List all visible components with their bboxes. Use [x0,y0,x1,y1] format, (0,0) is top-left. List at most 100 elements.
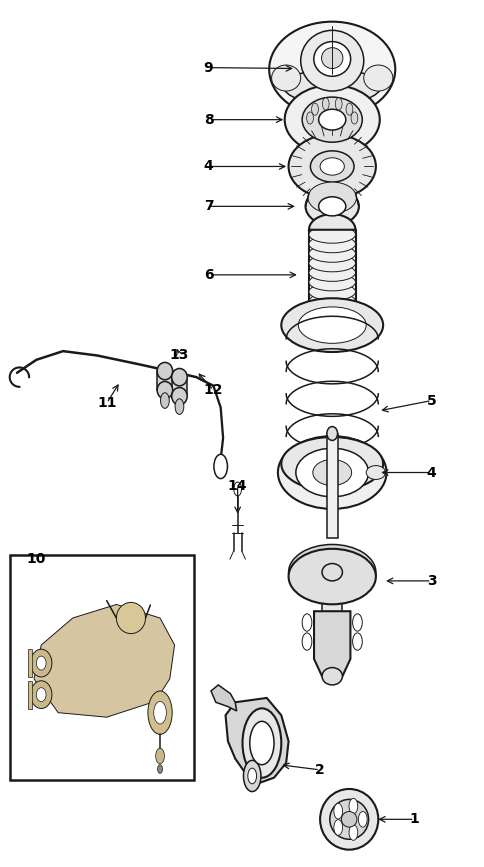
Ellipse shape [308,244,355,262]
Polygon shape [34,604,174,717]
Ellipse shape [30,681,52,708]
Ellipse shape [281,437,382,491]
Ellipse shape [277,436,386,509]
Ellipse shape [30,649,52,677]
Text: 4: 4 [203,160,213,173]
Ellipse shape [321,668,342,685]
Circle shape [334,98,341,110]
Text: 2: 2 [315,763,324,777]
Bar [157,371,172,390]
Text: 9: 9 [203,61,213,75]
Text: 14: 14 [227,479,247,492]
Ellipse shape [308,235,355,252]
Text: 3: 3 [426,574,436,588]
Bar [321,572,342,676]
Ellipse shape [288,134,375,199]
Ellipse shape [307,182,356,213]
Circle shape [333,804,342,819]
Text: 1: 1 [409,812,419,826]
Ellipse shape [313,42,350,76]
Ellipse shape [308,303,355,320]
Ellipse shape [312,460,351,486]
Text: 13: 13 [169,349,189,362]
Ellipse shape [308,274,355,290]
Ellipse shape [363,65,392,91]
Ellipse shape [295,448,368,497]
Circle shape [358,812,366,827]
Ellipse shape [271,65,300,91]
Ellipse shape [116,603,145,634]
Bar [326,434,337,538]
Circle shape [302,614,311,631]
Ellipse shape [171,368,187,386]
Ellipse shape [321,564,342,581]
Ellipse shape [318,197,345,216]
Text: 5: 5 [426,394,436,407]
Circle shape [175,399,183,414]
Ellipse shape [319,158,344,175]
Circle shape [348,825,357,840]
Ellipse shape [288,544,375,600]
Circle shape [247,768,256,784]
Ellipse shape [365,466,385,479]
Text: 8: 8 [203,113,213,127]
Circle shape [350,112,357,124]
Circle shape [153,701,166,724]
Ellipse shape [300,30,363,91]
Ellipse shape [281,298,382,352]
Circle shape [213,454,227,479]
Text: 7: 7 [203,199,213,213]
Circle shape [311,103,318,115]
Ellipse shape [269,22,394,117]
Text: 11: 11 [97,396,116,410]
Circle shape [352,614,362,631]
Bar [28,649,32,677]
Circle shape [148,691,172,734]
Ellipse shape [36,656,46,670]
Ellipse shape [305,187,358,225]
Ellipse shape [321,48,342,68]
Ellipse shape [36,688,46,701]
Ellipse shape [302,97,362,142]
Bar [10,555,194,780]
Ellipse shape [341,812,356,827]
Bar [171,377,187,396]
Polygon shape [314,611,349,676]
Polygon shape [308,214,355,230]
Ellipse shape [308,316,355,334]
Circle shape [302,633,311,650]
Circle shape [306,112,313,124]
Circle shape [333,819,342,835]
Text: 4: 4 [426,466,436,479]
Ellipse shape [308,312,355,329]
Ellipse shape [326,427,337,440]
Ellipse shape [319,789,378,850]
Ellipse shape [283,69,380,104]
Circle shape [322,98,329,110]
Circle shape [155,748,164,764]
Ellipse shape [308,283,355,300]
Ellipse shape [308,293,355,310]
Circle shape [348,799,357,814]
Ellipse shape [308,264,355,281]
Ellipse shape [329,799,368,839]
Circle shape [157,765,162,773]
Circle shape [243,760,260,792]
Ellipse shape [157,381,172,399]
Text: 6: 6 [203,268,213,282]
Ellipse shape [171,388,187,405]
Text: 12: 12 [203,383,223,397]
Bar [28,681,32,708]
Ellipse shape [310,151,353,182]
Ellipse shape [157,362,172,380]
Ellipse shape [298,307,365,343]
Ellipse shape [318,109,345,130]
Ellipse shape [284,85,379,154]
Ellipse shape [308,255,355,271]
Circle shape [160,393,169,408]
Ellipse shape [288,549,375,604]
Circle shape [352,633,362,650]
Circle shape [242,708,281,778]
Polygon shape [211,685,236,711]
Polygon shape [225,698,288,783]
